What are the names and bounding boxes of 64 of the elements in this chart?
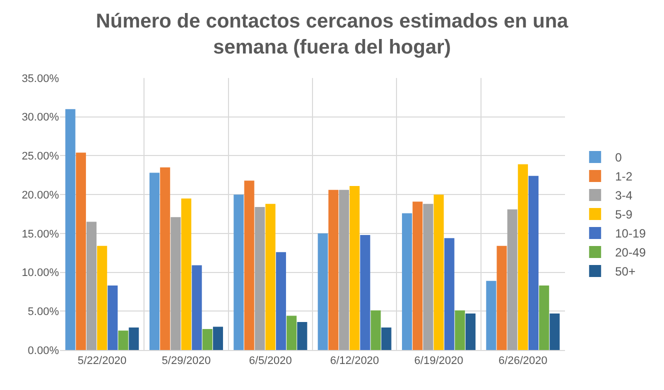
y-tick-label: 0.00% <box>28 344 60 357</box>
bar <box>160 167 170 350</box>
bar <box>486 280 496 350</box>
bar <box>286 316 297 350</box>
bar <box>297 322 308 350</box>
bar <box>234 194 244 350</box>
y-tick-label: 15.00% <box>22 228 60 240</box>
bar <box>454 310 465 350</box>
bar <box>360 234 370 350</box>
bar <box>254 207 265 350</box>
bar <box>338 190 350 350</box>
bar <box>202 329 212 350</box>
legend-label: 5-9 <box>615 208 633 222</box>
bar <box>97 246 108 350</box>
bar <box>496 246 507 350</box>
bar <box>86 222 97 350</box>
bar <box>518 164 528 350</box>
bar <box>434 194 444 350</box>
x-tick-label: 6/5/2020 <box>249 355 292 368</box>
bar <box>128 327 139 350</box>
y-tick-label: 10.00% <box>22 267 60 280</box>
bar <box>412 202 423 350</box>
bar <box>370 310 381 350</box>
bar <box>265 204 276 350</box>
bar <box>65 109 76 350</box>
y-tick-label: 20.00% <box>22 189 60 202</box>
legend-label: 1-2 <box>615 170 633 184</box>
bar <box>318 233 328 350</box>
x-tick-label: 5/29/2020 <box>162 355 211 368</box>
bar <box>108 286 118 350</box>
legend-label: 0 <box>615 150 622 165</box>
legend-label: 50+ <box>615 264 636 279</box>
bar <box>328 190 338 350</box>
bar <box>528 176 539 350</box>
bar <box>423 204 434 350</box>
bar <box>118 330 128 350</box>
bar <box>444 238 454 350</box>
legend-label: 10-19 <box>615 226 646 241</box>
x-tick-label: 6/12/2020 <box>330 355 380 368</box>
bar <box>402 213 412 350</box>
bar <box>381 327 392 350</box>
y-tick-label: 5.00% <box>28 306 60 318</box>
legend-label: 3-4 <box>615 188 633 203</box>
bar <box>507 209 518 350</box>
y-tick-label: 30.00% <box>22 112 60 124</box>
x-tick-label: 6/26/2020 <box>498 355 548 368</box>
bar <box>212 326 224 350</box>
x-tick-label: 6/19/2020 <box>414 355 464 368</box>
y-tick-label: 25.00% <box>22 150 60 163</box>
bar <box>350 186 360 350</box>
bar <box>76 152 86 350</box>
x-tick-label: 5/22/2020 <box>78 355 127 368</box>
bar <box>170 217 181 350</box>
bar <box>192 265 202 350</box>
bar <box>465 313 476 350</box>
bar <box>539 286 550 350</box>
bar <box>149 172 160 350</box>
bar <box>181 198 192 350</box>
bar <box>550 313 560 350</box>
bar <box>276 252 286 350</box>
bar <box>244 180 254 350</box>
legend-label: 20-49 <box>615 246 646 260</box>
y-tick-label: 35.00% <box>22 72 60 85</box>
chart-title: Número de contactos cercanos estimados en una semana (fuera del hogar) <box>96 10 570 58</box>
